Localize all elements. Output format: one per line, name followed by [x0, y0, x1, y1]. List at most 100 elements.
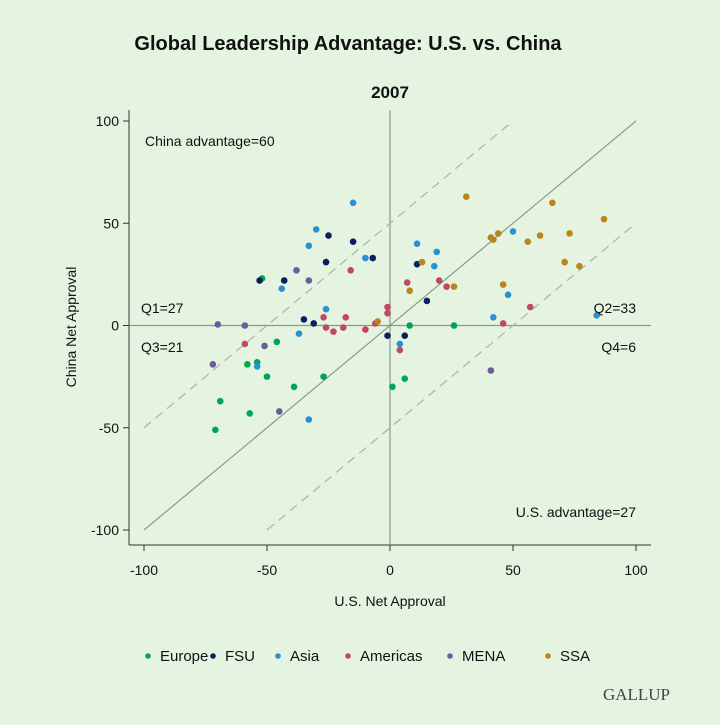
data-point-asia [504, 291, 512, 299]
data-point-europe [216, 397, 224, 405]
data-point-americas [342, 314, 350, 321]
legend-marker-mena [447, 653, 453, 659]
reference-lines [129, 110, 651, 545]
legend-label-europe: Europe [160, 648, 208, 665]
legend-label-mena: MENA [462, 648, 505, 665]
data-point-ssa [561, 258, 568, 266]
data-point-asia [413, 240, 421, 247]
legend-marker-fsu [210, 653, 216, 659]
data-point-americas [347, 266, 354, 274]
legend-marker-ssa [545, 653, 551, 659]
data-point-asia [509, 228, 517, 235]
data-point-mena [209, 361, 217, 368]
legend-label-asia: Asia [290, 648, 320, 665]
data-point-fsu [401, 332, 409, 340]
data-point-ssa [536, 232, 544, 239]
data-point-americas [396, 346, 404, 354]
data-point-ssa [549, 199, 556, 207]
data-point-americas [322, 324, 330, 331]
data-point-americas [362, 326, 369, 333]
data-point-asia [593, 311, 600, 319]
x-tick-label: 100 [624, 562, 648, 578]
data-point-asia [362, 254, 369, 262]
data-point-fsu [322, 258, 330, 266]
data-point-americas [339, 324, 347, 331]
data-point-americas [241, 340, 249, 348]
x-tick-label: -50 [257, 562, 277, 578]
data-point-europe [401, 375, 409, 382]
y-tick-label: -100 [91, 522, 119, 538]
data-point-ssa [450, 283, 458, 290]
data-point-americas [320, 314, 327, 321]
x-tick-label: 0 [386, 562, 394, 578]
x-axis-label: U.S. Net Approval [334, 593, 445, 609]
data-point-mena [241, 322, 249, 329]
data-point-europe [450, 322, 458, 329]
data-point-ssa [499, 281, 507, 288]
data-point-ssa [462, 193, 470, 200]
data-point-asia [278, 285, 286, 292]
data-point-asia [396, 340, 404, 348]
chart-title: Global Leadership Advantage: U.S. vs. Ch… [134, 33, 562, 55]
data-point-asia [433, 248, 441, 256]
y-tick-label: 100 [96, 113, 120, 129]
data-point-fsu [300, 316, 308, 323]
data-point-mena [214, 321, 222, 328]
axis-ticks: -100 -50 0 50 100 -100 -50 0 50 100 [91, 113, 648, 578]
data-point-mena [305, 277, 313, 284]
data-point-europe [273, 338, 281, 346]
data-point-americas [384, 303, 391, 311]
annotation-q3: Q3=21 [141, 339, 184, 355]
data-point-mena [261, 342, 268, 350]
legend-label-fsu: FSU [225, 648, 255, 665]
legend-label-ssa: SSA [560, 648, 590, 665]
legend-marker-americas [345, 653, 351, 659]
data-point-americas [435, 277, 443, 284]
data-point-fsu [325, 232, 332, 239]
data-point-asia [295, 330, 303, 337]
data-point-europe [406, 322, 413, 329]
data-point-fsu [369, 254, 377, 262]
data-point-fsu [256, 277, 263, 284]
data-point-europe [212, 426, 219, 434]
data-point-americas [403, 279, 411, 286]
annotation-q2: Q2=33 [594, 300, 637, 316]
data-point-asia [349, 199, 357, 207]
data-point-ssa [418, 258, 426, 266]
data-point-mena [487, 367, 495, 374]
data-point-asia [305, 242, 313, 250]
x-tick-label: 50 [505, 562, 521, 578]
dashed-line-lower [266, 222, 637, 531]
data-point-fsu [384, 332, 391, 340]
data-point-fsu [280, 277, 288, 284]
legend: Europe FSU Asia Americas MENA SSA [145, 648, 590, 665]
annotation-us-advantage: U.S. advantage=27 [516, 504, 636, 520]
legend-marker-europe [145, 653, 151, 659]
data-point-americas [499, 320, 507, 327]
data-point-europe [244, 361, 251, 368]
data-point-asia [312, 226, 320, 233]
data-point-ssa [490, 236, 497, 243]
dashed-line-upper [143, 120, 514, 429]
gallup-logo: GALLUP [603, 685, 670, 704]
data-point-ssa [374, 318, 382, 325]
data-point-ssa [406, 287, 413, 295]
x-tick-label: -100 [130, 562, 158, 578]
data-point-ssa [524, 238, 532, 245]
data-point-fsu [310, 320, 318, 327]
parity-line [143, 120, 637, 531]
data-point-europe [290, 383, 298, 391]
chart-subtitle: 2007 [371, 83, 409, 102]
data-point-americas [443, 283, 450, 290]
annotation-q1: Q1=27 [141, 300, 184, 316]
data-point-ssa [600, 215, 608, 223]
data-points [209, 193, 608, 434]
y-tick-label: -50 [99, 420, 119, 436]
y-axis-label: China Net Approval [63, 267, 79, 388]
data-point-americas [330, 328, 337, 335]
data-point-ssa [576, 262, 583, 270]
data-point-fsu [349, 238, 357, 245]
data-point-americas [384, 309, 391, 317]
data-point-americas [526, 303, 534, 311]
